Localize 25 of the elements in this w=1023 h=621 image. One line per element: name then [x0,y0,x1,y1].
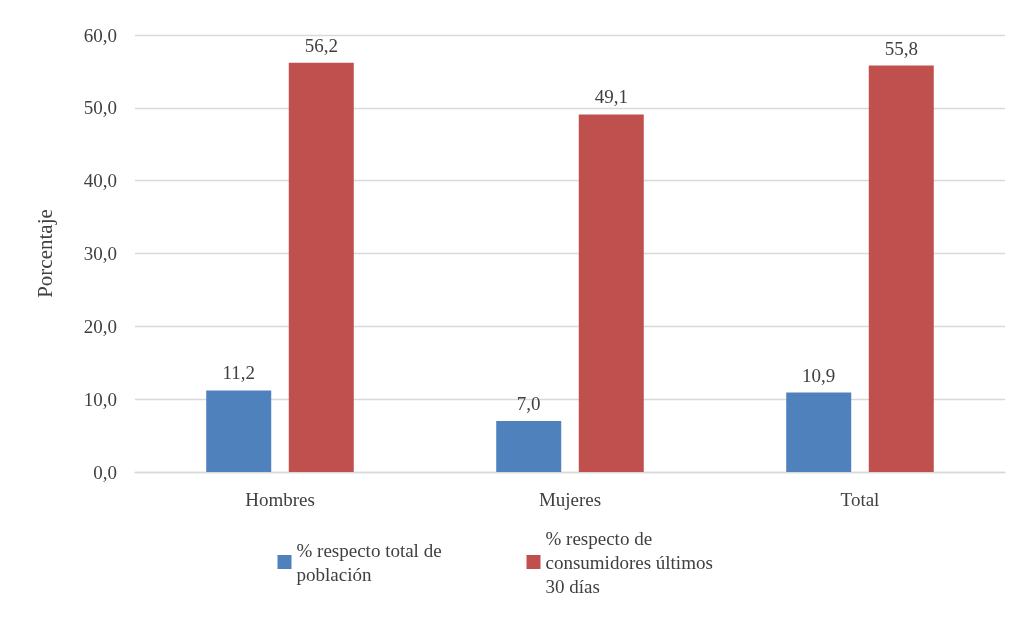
y-tick-label: 10,0 [83,388,117,410]
y-tick-label: 30,0 [83,243,117,264]
bar [786,392,852,472]
data-label: 11,2 [222,362,255,384]
bar [206,390,272,472]
y-tick-label: 60,0 [83,24,117,46]
x-tick-label: Total [840,489,880,510]
bar [288,62,354,472]
bar [868,65,934,472]
data-label: 7,0 [516,393,541,415]
data-label: 49,1 [594,86,628,108]
x-tick-label: Hombres [245,489,315,510]
y-axis-title: Porcentaje [32,209,57,298]
y-tick-label: 50,0 [83,97,117,119]
y-tick-label: 0,0 [93,461,117,483]
bar [496,421,562,472]
data-label: 56,2 [304,34,338,56]
legend-label: % respecto de consumidores últimos 30 días [545,527,718,597]
bar [578,114,644,472]
data-label: 10,9 [802,364,836,386]
x-tick-label: Mujeres [538,489,602,510]
legend-label: % respecto total de población [296,539,447,585]
y-tick-label: 40,0 [83,170,117,192]
y-tick-label: 20,0 [83,315,117,337]
data-label: 55,8 [884,37,918,59]
